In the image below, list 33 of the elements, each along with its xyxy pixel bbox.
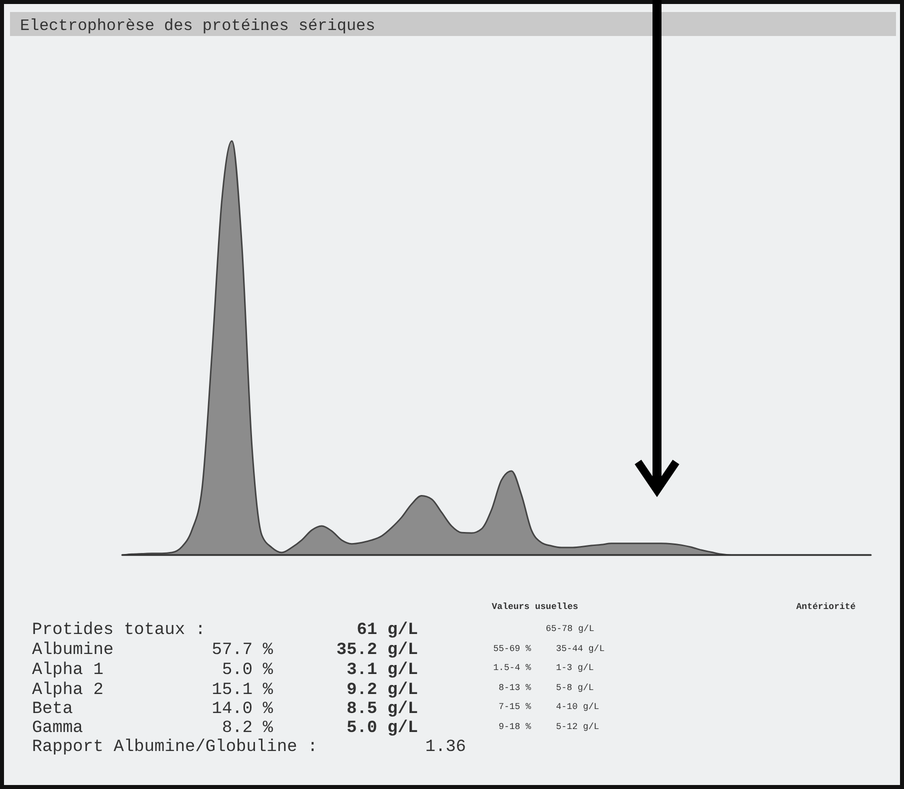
text: 5-12 g/L bbox=[556, 722, 600, 732]
text: Alpha 2 bbox=[32, 681, 104, 700]
text: 8-13 % bbox=[498, 683, 532, 693]
text: Beta bbox=[32, 700, 73, 719]
text: Rapport Albumine/Globuline : bbox=[32, 738, 318, 757]
text: 5-8 g/L bbox=[556, 683, 594, 693]
text: Albumine bbox=[32, 641, 114, 660]
text: 9-18 % bbox=[498, 722, 532, 732]
chart-title: Electrophorèse des protéines sériques bbox=[20, 17, 376, 35]
text: 8.2 % bbox=[222, 719, 274, 738]
text: 55-69 % bbox=[493, 644, 532, 654]
text: 7-15 % bbox=[498, 702, 532, 712]
text: 15.1 % bbox=[212, 681, 274, 700]
text: 5.0 g/L bbox=[346, 719, 418, 738]
text: 35.2 g/L bbox=[336, 641, 418, 660]
text: 61 g/L bbox=[356, 621, 418, 640]
text: 9.2 g/L bbox=[346, 681, 418, 700]
text: 5.0 % bbox=[222, 661, 274, 680]
text: Antériorité bbox=[796, 602, 856, 612]
text: 65-78 g/L bbox=[546, 624, 594, 634]
text: 8.5 g/L bbox=[346, 700, 418, 719]
text: 57.7 % bbox=[212, 641, 274, 660]
text: 1.5-4 % bbox=[493, 663, 532, 673]
text: 1-3 g/L bbox=[556, 663, 594, 673]
text: 35-44 g/L bbox=[556, 644, 605, 654]
text: 3.1 g/L bbox=[346, 661, 418, 680]
text: Valeurs usuelles bbox=[492, 602, 578, 612]
text: Gamma bbox=[32, 719, 84, 738]
text: 1.36 bbox=[425, 738, 466, 757]
text: 4-10 g/L bbox=[556, 702, 600, 712]
text: Alpha 1 bbox=[32, 661, 104, 680]
text: 14.0 % bbox=[212, 700, 274, 719]
text: Protides totaux : bbox=[32, 621, 206, 640]
